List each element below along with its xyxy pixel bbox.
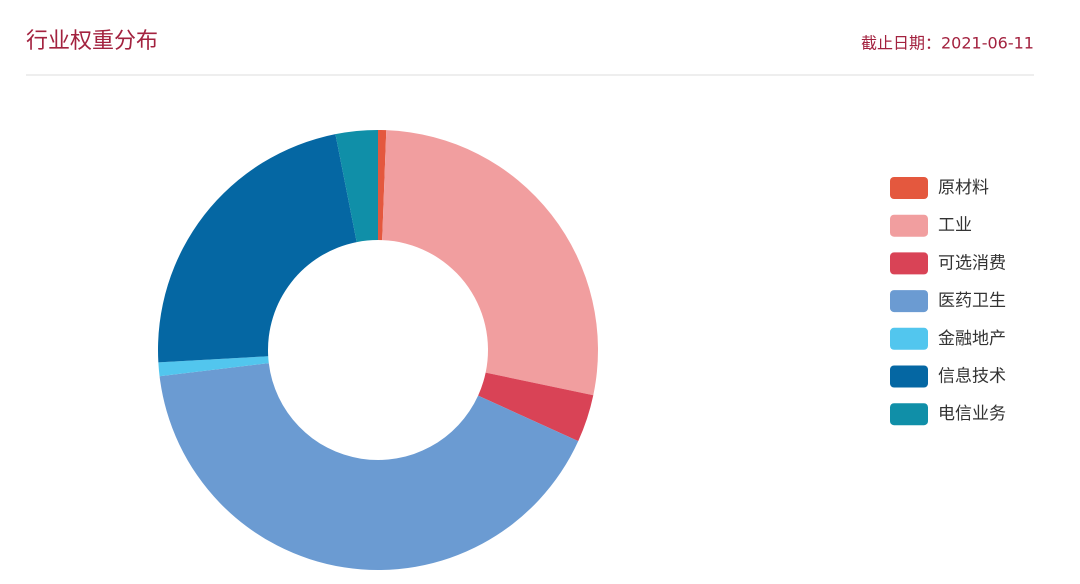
donut-slice (478, 372, 594, 442)
date-label: 截止日期：2021-06-11 (861, 34, 1034, 53)
legend-swatch (890, 365, 928, 388)
legend-label: 信息技术 (938, 367, 1006, 387)
legend-swatch (890, 290, 928, 313)
legend-swatch (890, 214, 928, 237)
donut-slice (335, 130, 378, 243)
legend-swatch (890, 403, 928, 426)
donut-slice (378, 130, 387, 241)
donut-slice (159, 363, 579, 570)
donut-slice (382, 130, 598, 396)
legend-label: 医药卫生 (938, 291, 1006, 311)
legend-label: 金融地产 (938, 329, 1006, 349)
legend-label: 工业 (938, 216, 972, 236)
legend-label: 可选消费 (938, 253, 1006, 273)
legend-swatch (890, 177, 928, 199)
legend-swatch (890, 252, 928, 275)
legend-label: 电信业务 (938, 404, 1006, 424)
donut-slice (157, 134, 357, 363)
chart-title: 行业权重分布 (26, 29, 158, 54)
legend-swatch (890, 327, 928, 350)
donut-slice (158, 356, 269, 377)
legend-label: 原材料 (938, 178, 989, 198)
